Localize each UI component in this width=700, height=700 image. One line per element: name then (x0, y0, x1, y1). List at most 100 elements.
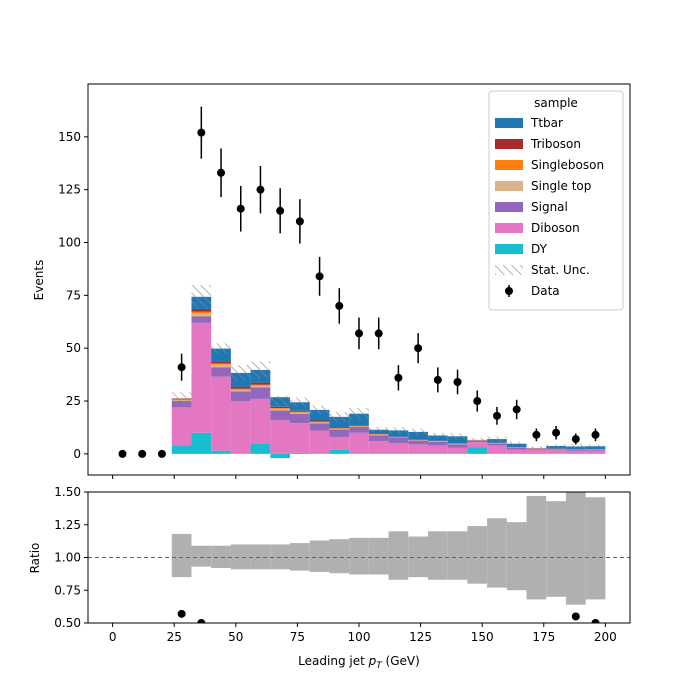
bar-singleboson-bin-5 (211, 363, 231, 365)
legend-label-triboson: Triboson (530, 137, 581, 151)
data-point-24 (591, 430, 600, 439)
data-point-8 (276, 206, 285, 215)
ratio-y-tick-label-1: 0.75 (54, 583, 81, 597)
bar-diboson-bin-6 (230, 401, 251, 454)
bar-diboson-bin-19 (487, 445, 507, 454)
x-tick-label-6: 150 (471, 630, 494, 644)
stat-unc-bin-9 (290, 397, 310, 407)
x-tick-label-5: 125 (409, 630, 432, 644)
bar-diboson-bin-3 (171, 407, 192, 446)
bar-signal-bin-4 (191, 316, 212, 323)
ratio-band-bin-20 (506, 522, 527, 591)
legend-label-single-top: Single top (531, 179, 591, 193)
ratio-point-3 (591, 619, 600, 623)
legend-swatch-stat-unc (495, 265, 523, 275)
bar-single-top-bin-4 (191, 313, 212, 317)
bar-single-top-bin-7 (250, 385, 271, 388)
bar-dy-bin-4 (191, 432, 212, 454)
main-y-tick-label-4: 100 (58, 236, 81, 250)
bar-signal-bin-11 (329, 429, 350, 437)
data-point-5 (217, 168, 226, 177)
ratio-y-axis: 0.50 0.75 1.00 1.25 1.50 (54, 485, 88, 630)
ratio-point-1 (197, 619, 206, 623)
stat-unc-bin-18 (467, 437, 488, 443)
bar-triboson-bin-11 (329, 427, 350, 429)
bar-dy-bin-8 (270, 453, 291, 459)
legend-title: sample (534, 96, 578, 110)
x-axis: 0 25 50 75 100 125 150 175 200 (109, 623, 617, 644)
bar-diboson-bin-18 (467, 442, 488, 448)
ratio-point-0 (177, 609, 186, 618)
data-point-9 (295, 217, 304, 226)
stat-unc-bin-23 (565, 443, 586, 450)
bar-single-top-bin-8 (270, 408, 291, 411)
bar-signal-bin-7 (250, 387, 271, 399)
ratio-band-bin-11 (329, 539, 350, 574)
bar-single-top-bin-13 (368, 434, 389, 436)
legend-label-singleboson: Singleboson (531, 158, 604, 172)
data-point-11 (335, 301, 344, 310)
legend-swatch-ttbar (495, 118, 523, 128)
bar-signal-bin-13 (368, 435, 389, 442)
bar-diboson-bin-16 (427, 445, 448, 454)
bar-single-top-bin-9 (290, 412, 310, 414)
data-point-1 (138, 449, 147, 458)
ratio-band-bin-4 (191, 545, 212, 567)
legend-swatch-diboson (495, 223, 523, 233)
bar-diboson-bin-13 (368, 441, 389, 454)
bar-triboson-bin-6 (230, 386, 251, 389)
bar-triboson-bin-4 (191, 309, 212, 312)
bar-signal-bin-17 (447, 444, 468, 448)
data-point-14 (394, 373, 403, 382)
ratio-band-bin-21 (526, 495, 547, 600)
bar-singleboson-bin-4 (191, 311, 212, 314)
ratio-band-bin-3 (171, 533, 192, 578)
ratio-band-bin-22 (546, 501, 566, 597)
ratio-y-tick-label-0: 0.50 (54, 616, 81, 630)
bar-signal-bin-22 (546, 449, 566, 451)
bar-diboson-bin-24 (585, 450, 606, 454)
ratio-band-bin-8 (270, 544, 291, 570)
bar-diboson-bin-14 (388, 443, 409, 454)
bar-diboson-bin-10 (309, 430, 330, 454)
stat-unc-bin-22 (546, 444, 566, 448)
bar-diboson-bin-23 (565, 450, 586, 454)
bar-signal-bin-5 (211, 367, 231, 377)
bar-single-top-bin-12 (349, 426, 369, 428)
legend-label-stat-unc: Stat. Unc. (531, 263, 590, 277)
stat-unc-bin-7 (250, 361, 271, 379)
bar-signal-bin-12 (349, 427, 369, 433)
bar-diboson-bin-15 (408, 444, 428, 454)
data-point-15 (414, 344, 423, 353)
data-point-7 (256, 185, 265, 194)
bar-signal-bin-24 (585, 449, 606, 451)
data-point-12 (355, 329, 363, 338)
bar-dy-bin-3 (171, 445, 192, 454)
bar-diboson-bin-9 (290, 423, 310, 453)
ratio-y-tick-label-3: 1.25 (54, 518, 81, 532)
ratio-band-bin-24 (585, 497, 606, 600)
bar-dy-bin-5 (211, 450, 231, 454)
bar-singleboson-bin-6 (230, 388, 251, 390)
ratio-points (177, 609, 600, 623)
bar-diboson-bin-4 (191, 322, 212, 433)
bar-diboson-bin-7 (250, 398, 271, 444)
bar-ttbar-bin-17 (447, 436, 468, 444)
bar-triboson-bin-8 (270, 406, 291, 409)
ratio-uncertainty-band (171, 492, 606, 605)
bar-signal-bin-20 (506, 447, 527, 450)
data-point-4 (197, 128, 206, 137)
ratio-panel: 0.50 0.75 1.00 1.25 1.50 0 25 50 75 100 125 150 175… (28, 485, 631, 671)
ratio-band-bin-5 (211, 545, 231, 568)
bar-signal-bin-8 (270, 410, 291, 421)
ratio-band-bin-14 (388, 531, 409, 580)
bar-triboson-bin-9 (290, 410, 310, 412)
ratio-band-bin-6 (230, 544, 251, 570)
x-tick-label-1: 25 (167, 630, 182, 644)
stat-unc-bin-3 (171, 392, 192, 405)
main-y-tick-label-0: 0 (73, 447, 81, 461)
bar-singleboson-bin-10 (309, 421, 330, 423)
bar-diboson-bin-17 (447, 447, 468, 454)
ratio-band-bin-12 (349, 537, 369, 575)
data-point-16 (433, 375, 442, 384)
